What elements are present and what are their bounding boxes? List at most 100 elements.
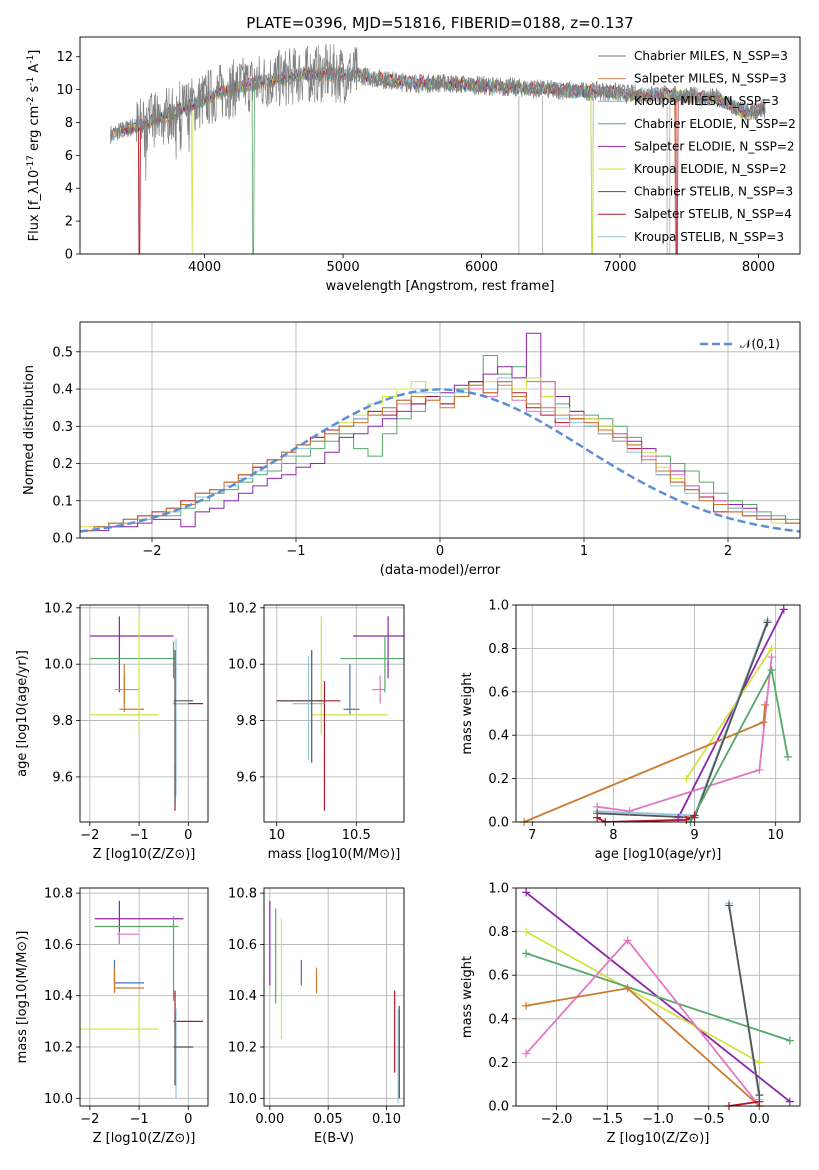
y-axis-label: age [log10(age/yr)] [15,650,30,777]
weight-line-kroupa_elodie [685,647,773,780]
y-tick-label: 0.8 [488,642,509,657]
weight-line-salpeter_elodie [677,608,785,819]
weight-line-chabrier_stelib [597,622,769,819]
y-tick-label: 8 [65,116,73,131]
label-span: Kroupa ELODIE, N_SSP=2 [634,162,787,176]
x-tick-label: 7000 [603,260,636,275]
legend-entry-chabrier_elodie: Chabrier ELODIE, N_SSP=2 [634,117,796,131]
label-span: s [27,86,42,97]
plot-area [525,891,791,1106]
x-axis-label: Z [log10(Z/Z⊙)] [93,1131,196,1146]
weight-vs-age-panel: 7 8 9 10 0.0 0.2 0.4 0.6 0.8 1.0 age [log10(age/yr… [460,599,801,862]
y-tick-label: 9.6 [236,770,257,785]
label-span: -1 [26,55,36,64]
weight-line-chabrier_elodie [525,952,791,1042]
x-tick-label: 10 [268,828,285,843]
x-tick-label: 0 [184,1112,192,1127]
weight-marker-pink [625,807,634,816]
x-tick-label: 8 [609,828,617,843]
legend-entry-kroupa_miles: Kroupa MILES, N_SSP=3 [634,94,779,108]
weight-marker-chabrier_elodie [522,949,531,958]
label-span: wavelength [Angstrom, rest frame] [326,279,555,294]
x-tick-label: 5000 [327,260,360,275]
weight-marker-pink [767,653,776,662]
weight-marker-kroupa_elodie [522,927,531,936]
model-line-salpeter_stelib [121,65,766,254]
weight-vs-z-panel: −2.0 −1.5 −1.0 −0.5 0.0 0.0 0.2 0.4 0.6 0.8 1.0 Z [… [460,882,801,1146]
y-tick-label: 12 [56,50,73,65]
weight-marker-kroupa_elodie [755,1058,764,1067]
y-tick-label: 9.6 [52,770,73,785]
x-tick-label: 9 [690,828,698,843]
y-axis-label: mass weight [460,956,475,1038]
x-axis-label: wavelength [Angstrom, rest frame] [326,279,555,294]
y-tick-label: 4 [65,182,73,197]
x-tick-label: 0.10 [372,1112,401,1127]
x-axis-label: E(B-V) [314,1131,354,1146]
y-tick-label: 10 [56,83,73,98]
age-vs-mass-panel: 10 10.5 9.6 9.8 10.0 10.2 mass [log10(M/M⊙)] [228,601,405,862]
weight-marker-chabrier_elodie [783,752,792,761]
x-axis-label: Z [log10(Z/Z⊙)] [607,1131,710,1146]
y-tick-label: 6 [65,149,73,164]
plot-area [89,616,204,811]
label-span: mass weight [460,956,475,1038]
y-tick-label: 10.6 [44,938,73,953]
weight-marker-pink [623,936,632,945]
label-span: Z [log10(Z/Z⊙)] [607,1131,710,1146]
y-tick-label: 10.8 [228,887,257,902]
y-tick-label: 0.4 [488,1012,509,1027]
chart-title: PLATE=0396, MJD=51816, FIBERID=0188, z=0… [246,14,633,32]
x-axis-label: mass [log10(M/M⊙)] [268,847,401,862]
weight-marker-salpeter_stelib [690,811,699,820]
x-tick-label: −2 [80,1112,99,1127]
weight-line-orange [525,987,760,1106]
axes-frame [79,36,801,255]
weight-marker-salpeter_stelib [593,813,602,822]
weight-marker-kroupa_elodie [682,774,691,783]
plot-area [110,43,766,254]
weight-marker-chabrier_elodie [767,666,776,675]
y-tick-label: 0.0 [488,816,509,831]
weight-line-salpeter_stelib [596,814,695,822]
x-tick-label: 6000 [465,260,498,275]
y-tick-label: 10.0 [44,658,73,673]
label-span: Kroupa MILES, N_SSP=3 [634,94,779,108]
weight-marker-salpeter_stelib [682,815,691,824]
label-span: Chabrier ELODIE, N_SSP=2 [634,117,796,131]
x-tick-label: 2 [724,544,732,559]
y-tick-label: 0.1 [52,494,73,509]
label-span: erg cm [27,106,42,155]
plot-area [523,608,789,822]
mass-vs-z-panel: −2 −1 0 10.0 10.2 10.4 10.6 10.8 Z [log10(Z/Z⊙)]… [15,887,209,1146]
weight-line-salpeter_stelib [728,1100,760,1106]
x-tick-label: 0.0 [749,1112,770,1127]
legend: Chabrier MILES, N_SSP=3 Salpeter MILES, N… [598,49,796,244]
weight-marker-orange [761,700,770,709]
label-span: mass [log10(M/M⊙)] [15,931,30,1064]
observed-spectrum-line [110,43,766,181]
label-span: Flux [f_λ10 [27,170,42,242]
y-axis-label: mass weight [460,672,475,754]
label-span: -2 [26,97,36,106]
y-tick-label: 0.5 [52,345,73,360]
label-span: mass [log10(M/M⊙)] [268,847,401,862]
x-tick-label: −1 [129,1112,148,1127]
x-tick-label: 1 [580,544,588,559]
weight-line-kroupa_stelib [597,619,769,817]
y-tick-label: 9.8 [52,714,73,729]
x-tick-label: −1 [286,544,305,559]
label-span: Salpeter ELODIE, N_SSP=2 [634,139,795,153]
plot-area [80,900,204,1099]
x-axis-label: age [log10(age/yr)] [595,847,722,862]
weight-marker-chabrier_elodie [785,1036,794,1045]
age-vs-z-panel: −2 −1 0 9.6 9.8 10.0 10.2 Z [log10(Z/Z⊙)] age [l… [15,601,209,862]
x-tick-label: −2 [142,544,161,559]
weight-line-kroupa_elodie [525,930,760,1064]
y-tick-label: 10.0 [44,1092,73,1107]
x-tick-label: 0 [184,828,192,843]
x-axis-label: (data-model)/error [380,563,501,578]
weight-marker-orange [623,984,632,993]
y-tick-label: 10.4 [44,989,73,1004]
